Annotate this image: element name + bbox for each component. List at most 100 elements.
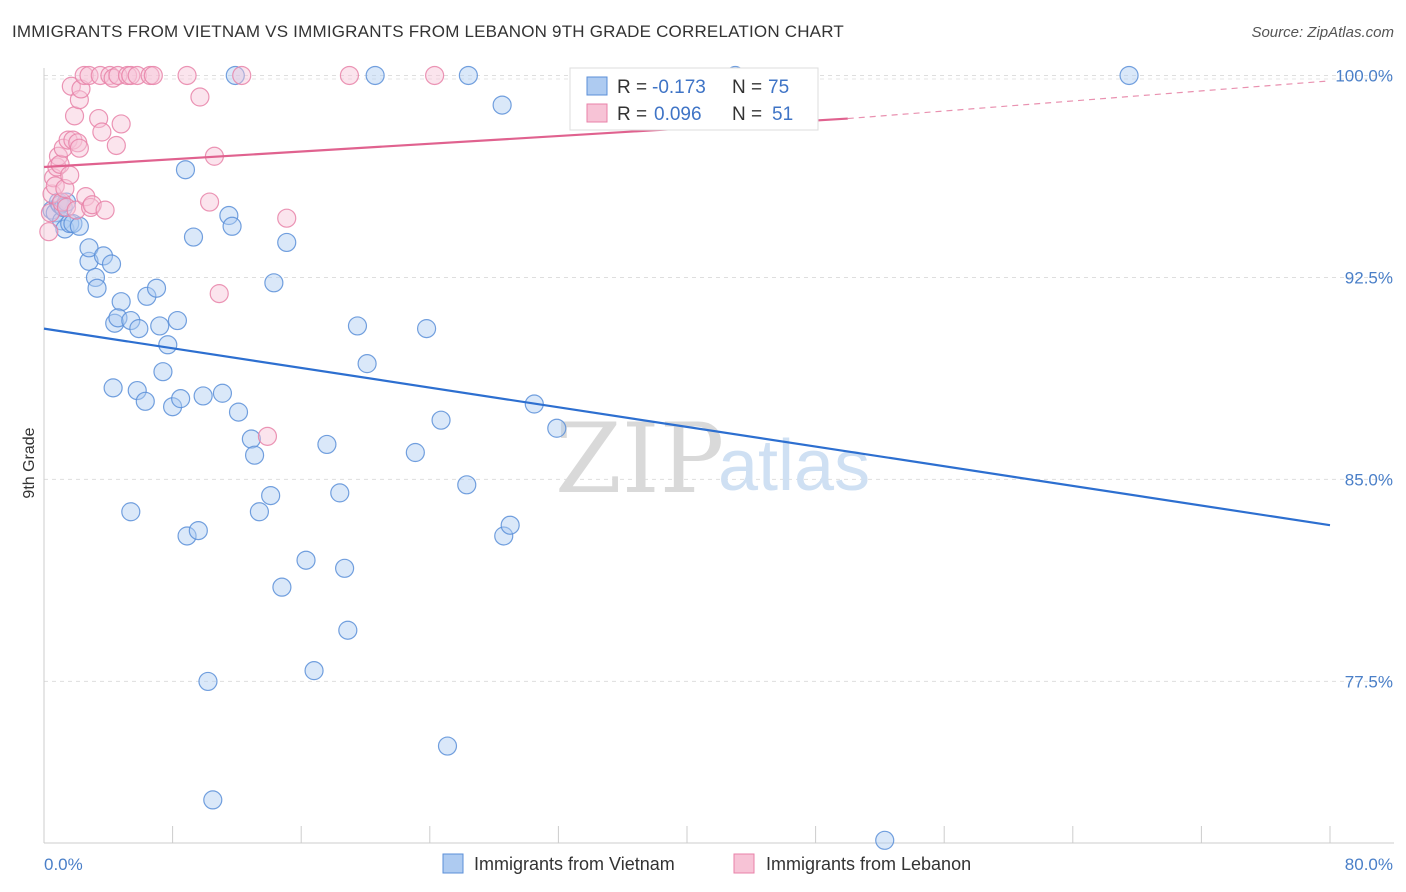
point-vietnam: [437, 736, 458, 756]
point-lebanon: [39, 222, 59, 242]
point-lebanon: [425, 65, 445, 86]
point-vietnam: [296, 550, 316, 570]
point-vietnam: [365, 65, 385, 86]
point-vietnam: [121, 502, 141, 522]
point-vietnam: [492, 95, 512, 115]
gridlines: [44, 74, 1394, 682]
bottom-legend-label-vietnam: Immigrants from Vietnam: [474, 854, 675, 874]
point-vietnam: [171, 389, 191, 409]
point-vietnam: [121, 310, 141, 331]
legend-r-value-lebanon: 0.096: [654, 104, 702, 125]
point-vietnam: [416, 319, 437, 339]
point-vietnam: [405, 442, 425, 463]
point-vietnam: [87, 278, 107, 298]
point-lebanon: [339, 65, 360, 86]
point-vietnam: [183, 227, 204, 247]
x-tick-label: 0.0%: [44, 855, 83, 874]
point-vietnam: [264, 273, 284, 293]
point-vietnam: [163, 397, 183, 417]
point-vietnam: [175, 160, 196, 180]
y-tick-label: 85.0%: [1345, 470, 1393, 489]
point-vietnam: [241, 429, 261, 449]
point-vietnam: [219, 205, 239, 226]
point-vietnam: [494, 526, 514, 546]
point-vietnam: [111, 292, 131, 312]
point-vietnam: [228, 402, 249, 422]
point-vietnam: [244, 445, 265, 465]
point-lebanon: [50, 154, 70, 174]
point-lebanon: [232, 65, 252, 86]
point-lebanon: [64, 106, 85, 126]
point-vietnam: [335, 558, 355, 578]
point-vietnam: [347, 316, 368, 336]
legend-frame: [569, 67, 819, 131]
point-vietnam: [272, 577, 292, 597]
point-vietnam: [129, 319, 149, 339]
watermark-atlas: atlas: [718, 426, 870, 506]
legend-r-label-lebanon: R =: [617, 104, 647, 125]
point-lebanon: [92, 122, 112, 142]
point-lebanon: [121, 65, 141, 86]
point-lebanon: [277, 208, 297, 228]
point-vietnam: [79, 251, 99, 271]
legend-n-label-lebanon: N =: [732, 104, 762, 125]
point-vietnam: [304, 661, 324, 681]
point-lebanon: [143, 65, 163, 86]
point-vietnam: [261, 485, 281, 506]
point-vietnam: [146, 278, 167, 298]
point-vietnam: [875, 830, 895, 850]
legend-n-value-vietnam: 75: [768, 77, 789, 98]
point-vietnam: [357, 354, 377, 374]
bottom-legend-label-lebanon: Immigrants from Lebanon: [766, 854, 971, 874]
point-vietnam: [547, 418, 567, 438]
x-tick-label: 80.0%: [1345, 855, 1393, 874]
point-lebanon: [111, 114, 131, 134]
point-vietnam: [105, 313, 125, 333]
bottom-legend: Immigrants from Vietnam Immigrants from …: [442, 853, 971, 874]
y-tick-label: 100.0%: [1335, 66, 1393, 85]
point-vietnam: [330, 483, 350, 503]
point-lebanon: [74, 65, 94, 86]
point-lebanon: [60, 165, 80, 185]
y-tick-label: 77.5%: [1345, 672, 1393, 691]
point-vietnam: [153, 362, 173, 382]
point-lebanon: [177, 65, 197, 86]
y-axis-label: 9th Grade: [21, 427, 38, 498]
point-vietnam: [69, 216, 89, 236]
point-vietnam: [177, 526, 197, 546]
point-vietnam: [127, 380, 147, 401]
legend-box: R = -0.173 N = 75 R = 0.096 N = 51: [569, 67, 819, 131]
data-points: [39, 65, 1139, 850]
x-tick-labels: 0.0% 80.0%: [44, 855, 1393, 874]
point-vietnam: [431, 410, 451, 430]
point-lebanon: [257, 426, 278, 446]
point-vietnam: [457, 475, 477, 495]
bottom-legend-swatch-vietnam: [442, 853, 464, 874]
y-tick-label: 92.5%: [1345, 268, 1393, 287]
legend-n-label-vietnam: N =: [732, 77, 762, 98]
point-vietnam: [458, 65, 478, 86]
point-vietnam: [101, 254, 122, 274]
watermark: ZIP atlas: [555, 403, 870, 515]
legend-n-value-lebanon: 51: [772, 104, 793, 125]
point-vietnam: [198, 671, 218, 692]
legend-r-value-vietnam: -0.173: [652, 77, 706, 98]
point-vietnam: [193, 386, 213, 406]
point-lebanon: [190, 87, 210, 107]
point-vietnam: [1119, 65, 1139, 86]
point-vietnam: [79, 238, 99, 258]
chart-title: IMMIGRANTS FROM VIETNAM VS IMMIGRANTS FR…: [12, 22, 844, 41]
point-lebanon: [199, 192, 220, 212]
watermark-zip: ZIP: [555, 403, 724, 515]
point-vietnam: [225, 65, 245, 86]
point-lebanon: [95, 200, 115, 220]
point-vietnam: [135, 391, 155, 411]
point-vietnam: [249, 502, 270, 522]
point-vietnam: [203, 790, 223, 810]
point-lebanon: [69, 138, 89, 158]
point-vietnam: [103, 378, 123, 398]
chart-source: Source: ZipAtlas.com: [1251, 24, 1394, 41]
point-vietnam: [167, 310, 188, 331]
point-vietnam: [150, 316, 170, 336]
